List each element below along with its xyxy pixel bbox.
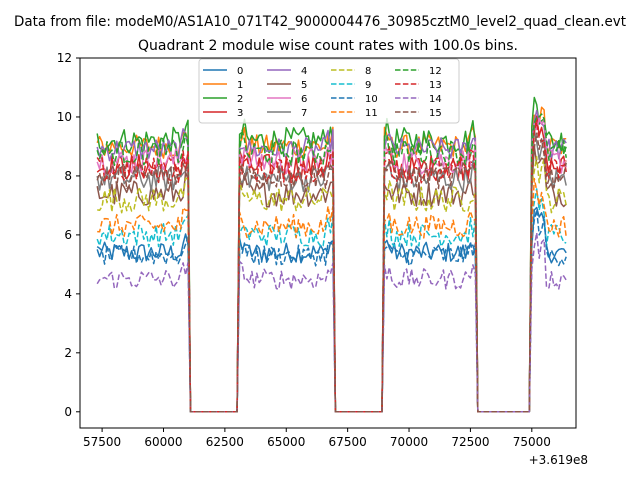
legend-box bbox=[198, 58, 460, 124]
series-line-11 bbox=[97, 177, 567, 413]
legend-label-0: 0 bbox=[237, 66, 243, 77]
legend-label-15: 15 bbox=[429, 108, 442, 119]
legend-label-1: 1 bbox=[237, 80, 243, 91]
x-tick-label: 57500 bbox=[83, 435, 121, 449]
y-tick-label: 8 bbox=[64, 169, 72, 183]
x-tick-label: 70000 bbox=[390, 435, 428, 449]
series-line-13 bbox=[96, 121, 567, 413]
x-axis: 57500 60000 62500 65000 67500 70000 72500 75000 bbox=[83, 428, 551, 449]
series-line-9 bbox=[96, 188, 567, 413]
y-tick-label: 12 bbox=[57, 51, 72, 65]
x-tick-label: 65000 bbox=[267, 435, 305, 449]
y-tick-label: 0 bbox=[64, 405, 72, 419]
legend-label-3: 3 bbox=[237, 108, 243, 119]
legend-label-6: 6 bbox=[301, 94, 307, 105]
y-tick-label: 6 bbox=[64, 228, 72, 242]
axes-frame bbox=[79, 57, 577, 429]
legend-label-9: 9 bbox=[365, 80, 371, 91]
series-line-15 bbox=[96, 132, 567, 413]
y-tick-label: 2 bbox=[64, 346, 72, 360]
x-tick-label: 67500 bbox=[329, 435, 367, 449]
legend-label-12: 12 bbox=[429, 66, 442, 77]
x-tick-label: 60000 bbox=[144, 435, 182, 449]
legend-label-7: 7 bbox=[301, 108, 307, 119]
legend-label-14: 14 bbox=[429, 94, 442, 105]
chart-title: Quadrant 2 module wise count rates with … bbox=[138, 38, 518, 54]
legend-label-11: 11 bbox=[365, 108, 378, 119]
legend-label-4: 4 bbox=[301, 66, 307, 77]
legend-label-10: 10 bbox=[365, 94, 378, 105]
x-offset-label: +3.619e8 bbox=[529, 453, 588, 467]
y-tick-label: 4 bbox=[64, 287, 72, 301]
figure-suptitle: Data from file: modeM0/AS1A10_071T42_900… bbox=[14, 14, 626, 30]
legend-label-5: 5 bbox=[301, 80, 307, 91]
x-tick-label: 75000 bbox=[513, 435, 551, 449]
legend-label-2: 2 bbox=[237, 94, 243, 105]
legend-label-8: 8 bbox=[365, 66, 371, 77]
y-tick-label: 10 bbox=[57, 110, 72, 124]
legend-label-13: 13 bbox=[429, 80, 442, 91]
plot-lines bbox=[96, 96, 567, 413]
y-axis: 0 2 4 6 8 10 12 bbox=[57, 51, 80, 419]
x-tick-label: 72500 bbox=[451, 435, 489, 449]
x-tick-label: 62500 bbox=[206, 435, 244, 449]
